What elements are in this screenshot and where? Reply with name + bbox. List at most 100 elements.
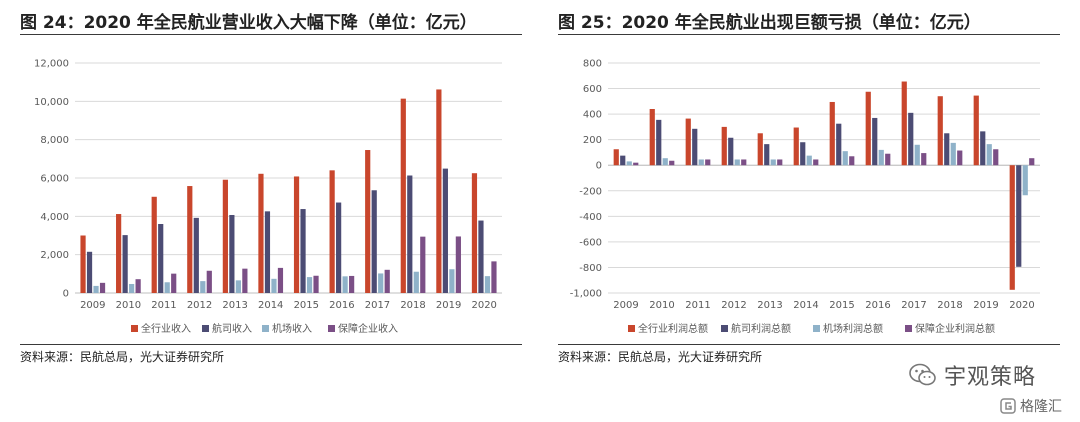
wechat-icon xyxy=(909,363,936,386)
bar xyxy=(662,158,668,166)
bar xyxy=(329,170,335,293)
source-note: 资料来源：民航总局，光大证券研究所 xyxy=(558,350,763,364)
x-tick-label: 2010 xyxy=(116,300,141,311)
bar xyxy=(365,150,371,293)
bar xyxy=(757,133,763,166)
bar xyxy=(986,144,992,166)
bar xyxy=(413,271,419,293)
legend-label: 保障企业利润总额 xyxy=(915,322,995,335)
bar xyxy=(836,123,842,166)
bar xyxy=(371,190,377,293)
bar xyxy=(86,251,93,293)
bar xyxy=(229,214,235,293)
bar xyxy=(669,160,675,166)
y-tick-label: -400 xyxy=(579,212,602,223)
bar xyxy=(741,159,747,166)
bar xyxy=(705,159,711,166)
bar xyxy=(293,176,300,293)
x-tick-label: 2015 xyxy=(294,300,319,311)
bar xyxy=(842,151,848,166)
bar xyxy=(921,153,927,166)
x-tick-label: 2016 xyxy=(329,300,354,311)
bar xyxy=(950,142,956,166)
bar xyxy=(685,118,691,166)
source-watermark: 格隆汇 xyxy=(1000,396,1062,416)
bar xyxy=(872,117,878,166)
x-tick-label: 2020 xyxy=(1009,300,1034,311)
bar xyxy=(626,161,632,166)
bar xyxy=(242,268,248,293)
bar xyxy=(407,175,413,293)
bar xyxy=(1009,165,1015,290)
bar xyxy=(264,211,271,293)
bar xyxy=(649,109,655,166)
bar xyxy=(728,137,734,166)
title-rule xyxy=(20,34,522,35)
y-tick-label: 8,000 xyxy=(40,135,69,146)
bar xyxy=(313,275,319,293)
bar xyxy=(193,217,199,293)
bar xyxy=(973,95,979,166)
logo-icon xyxy=(1000,398,1016,414)
bar xyxy=(878,149,884,166)
legend-swatch xyxy=(328,325,335,332)
bar xyxy=(865,91,871,166)
bar xyxy=(135,279,141,293)
bar xyxy=(342,276,348,293)
legend-label: 保障企业收入 xyxy=(338,322,398,335)
bar xyxy=(777,159,783,166)
chart-title: 图 24：2020 年全民航业营业收入大幅下降（单位：亿元） xyxy=(20,13,477,33)
bar xyxy=(908,112,914,166)
y-tick-label: -1,000 xyxy=(570,289,602,300)
bar xyxy=(800,142,806,166)
x-tick-label: 2009 xyxy=(80,300,105,311)
bar xyxy=(484,276,491,293)
bar xyxy=(271,278,277,293)
x-tick-label: 2014 xyxy=(258,300,283,311)
y-tick-label: 6,000 xyxy=(40,174,69,185)
watermark-brand: 宇观策略 xyxy=(944,365,1037,390)
y-tick-label: -600 xyxy=(579,237,602,248)
bar xyxy=(471,173,478,293)
title-rule xyxy=(558,34,1060,35)
legend-label: 全行业利润总额 xyxy=(638,322,708,335)
bar xyxy=(937,96,943,166)
y-tick-label: 12,000 xyxy=(34,59,69,70)
bar xyxy=(277,267,284,293)
bar xyxy=(993,149,999,166)
bar xyxy=(449,269,455,293)
bar xyxy=(957,150,963,166)
bar xyxy=(914,144,920,166)
x-tick-label: 2017 xyxy=(365,300,390,311)
x-tick-label: 2019 xyxy=(436,300,461,311)
x-tick-label: 2018 xyxy=(937,300,962,311)
legend-swatch xyxy=(813,325,820,332)
bar xyxy=(200,281,206,293)
legend-label: 航司利润总额 xyxy=(731,322,791,335)
profit-bar-chart: -1,000 -800 -600 -400 -200 0 200 400 600 800 2009 2… xyxy=(570,59,1040,335)
bar xyxy=(1029,158,1035,166)
bar xyxy=(80,235,86,293)
bar xyxy=(656,119,662,166)
bar xyxy=(436,89,442,293)
y-tick-label: 2,000 xyxy=(40,250,69,261)
x-tick-label: 2011 xyxy=(685,300,710,311)
legend-swatch xyxy=(721,325,728,332)
bar xyxy=(793,127,799,166)
bar xyxy=(455,236,461,293)
bar xyxy=(734,159,740,166)
bar xyxy=(99,282,106,293)
y-tick-label: 200 xyxy=(583,135,602,146)
bar xyxy=(980,131,986,166)
bar xyxy=(384,269,390,293)
legend-label: 机场收入 xyxy=(272,322,312,335)
legend-swatch xyxy=(131,325,138,332)
bar xyxy=(158,224,164,293)
source-rule xyxy=(20,344,522,345)
bar xyxy=(378,273,384,293)
bar xyxy=(885,153,891,166)
bar xyxy=(721,126,727,166)
x-tick-label: 2020 xyxy=(471,300,496,311)
bar xyxy=(222,179,228,293)
x-tick-label: 2012 xyxy=(721,300,746,311)
